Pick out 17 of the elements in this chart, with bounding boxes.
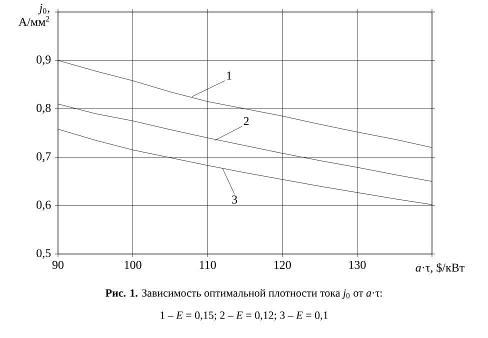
x-tick-label: 90 — [52, 260, 64, 269]
x-tick-label: 110 — [200, 260, 216, 269]
x-tick-label: 120 — [274, 260, 291, 269]
x-axis-title: a·τ, $/кВт — [416, 262, 464, 274]
y-tick-label: 0,5 — [36, 249, 51, 259]
y-tick-label: 0,8 — [36, 104, 51, 114]
annotation: 1 — [227, 72, 232, 80]
x-tick-label: 100 — [124, 260, 142, 269]
y-axis-title: j$_{0}$, А/мм$^{2}$ — [18, 4, 50, 26]
annotation: 3 — [232, 196, 238, 204]
x-tick-label: 130 — [349, 260, 366, 269]
text: Рис. 1. Зависимость оптимальной плотности токаj$_{0}$ от a·τ: — [105, 289, 382, 299]
annotation: 2 — [244, 117, 249, 126]
y-tick-label: 0,6 — [36, 200, 51, 211]
y-tick-label: 0,7 — [36, 152, 51, 162]
text: 1 – E = 0,15; 2 – E = 0,12; 3 – E = 0,1 — [160, 312, 328, 321]
y-tick-label: 0,9 — [36, 55, 51, 66]
